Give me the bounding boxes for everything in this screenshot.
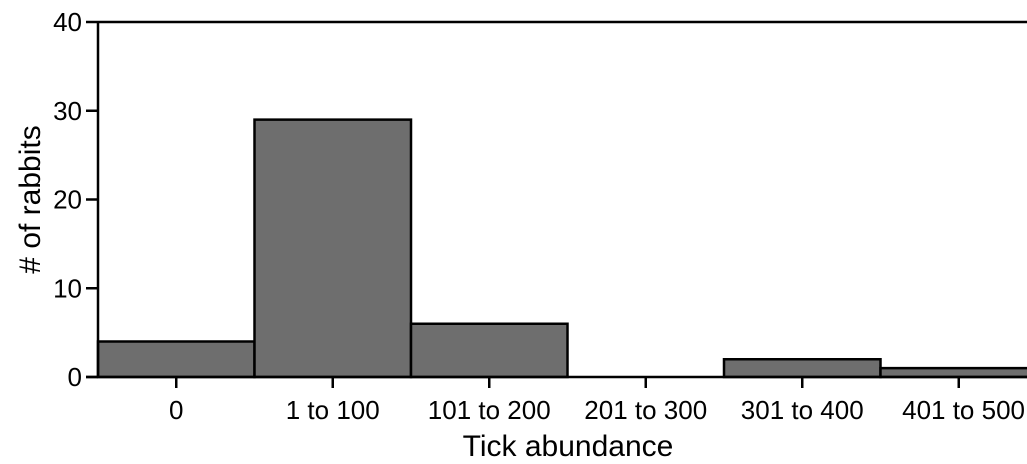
y-tick-label: 10 — [53, 273, 82, 303]
x-tick-label: 301 to 400 — [741, 395, 864, 425]
x-tick-label: 101 to 200 — [428, 395, 551, 425]
y-ticks-group: 0 10 20 30 40 — [53, 7, 98, 392]
x-tick-label: 0 — [169, 395, 183, 425]
bar-2 — [409, 322, 569, 379]
x-tick-label: 1 to 100 — [286, 395, 380, 425]
y-tick-label: 20 — [53, 185, 82, 215]
x-tick-label: 201 to 300 — [584, 395, 707, 425]
bar-5 — [879, 366, 1027, 379]
bar-4 — [722, 358, 882, 379]
bars-group — [96, 118, 1027, 379]
y-tick-label: 30 — [53, 96, 82, 126]
x-axis-title: Tick abundance — [463, 430, 674, 463]
x-ticks-group: 0 1 to 100 101 to 200 201 to 300 301 to 400 4… — [169, 377, 1025, 425]
y-axis-title: # of rabbits — [14, 125, 47, 273]
bar-0 — [96, 340, 256, 379]
y-tick-label: 40 — [53, 7, 82, 37]
x-tick-label: 401 to 500 — [902, 395, 1025, 425]
y-tick-label: 0 — [68, 362, 82, 392]
bar-1 — [253, 118, 413, 379]
